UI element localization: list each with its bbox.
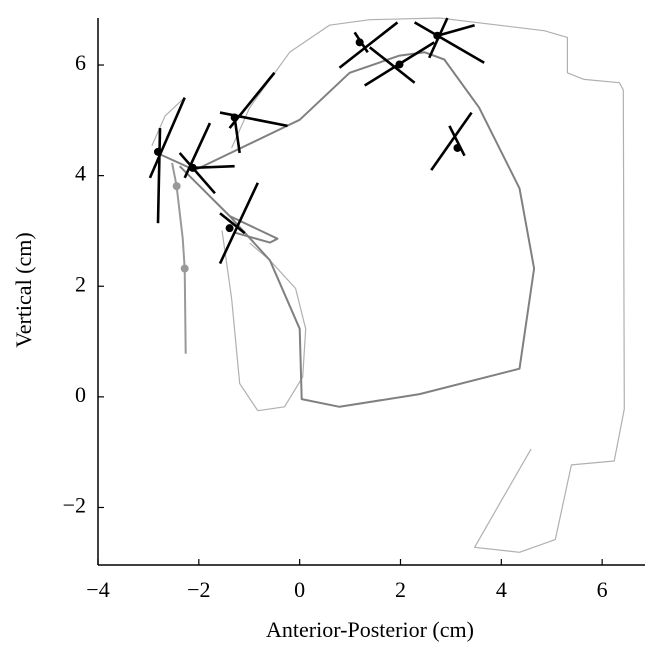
x-tick-label: 6 — [597, 577, 608, 602]
y-tick-label: 4 — [75, 161, 86, 186]
point — [355, 38, 364, 47]
series-line — [151, 97, 186, 147]
stick — [178, 152, 216, 195]
y-tick-label: 0 — [75, 382, 86, 407]
y-axis-label: Vertical (cm) — [11, 232, 36, 347]
stick — [413, 21, 485, 64]
series-line — [171, 162, 187, 354]
x-tick-label: −4 — [86, 577, 109, 602]
x-tick-label: −2 — [187, 577, 210, 602]
point — [453, 143, 462, 152]
point — [433, 31, 442, 40]
point — [180, 264, 189, 273]
stick — [338, 21, 399, 69]
stick — [368, 46, 416, 84]
stick — [430, 111, 473, 171]
point — [395, 60, 404, 69]
series-line — [221, 230, 307, 412]
series-line — [231, 17, 625, 553]
stick — [192, 164, 235, 170]
x-axis-label: Anterior-Posterior (cm) — [266, 617, 474, 642]
stick — [448, 125, 466, 157]
x-tick-label: 4 — [496, 577, 507, 602]
x-tick-label: 0 — [294, 577, 305, 602]
stick — [219, 212, 246, 235]
series-line — [229, 215, 279, 244]
stick — [233, 117, 241, 154]
stick — [436, 23, 475, 37]
point — [153, 147, 162, 156]
y-tick-label: 2 — [75, 271, 86, 296]
stick — [156, 128, 162, 224]
point — [188, 163, 197, 172]
stick — [219, 111, 288, 128]
series-line — [156, 51, 536, 408]
point — [225, 224, 234, 233]
point — [230, 113, 239, 122]
x-tick-label: 2 — [395, 577, 406, 602]
stick — [148, 97, 186, 179]
stick — [218, 182, 259, 265]
point — [172, 182, 181, 191]
y-tick-label: −2 — [63, 493, 86, 518]
y-tick-label: 6 — [75, 50, 86, 75]
